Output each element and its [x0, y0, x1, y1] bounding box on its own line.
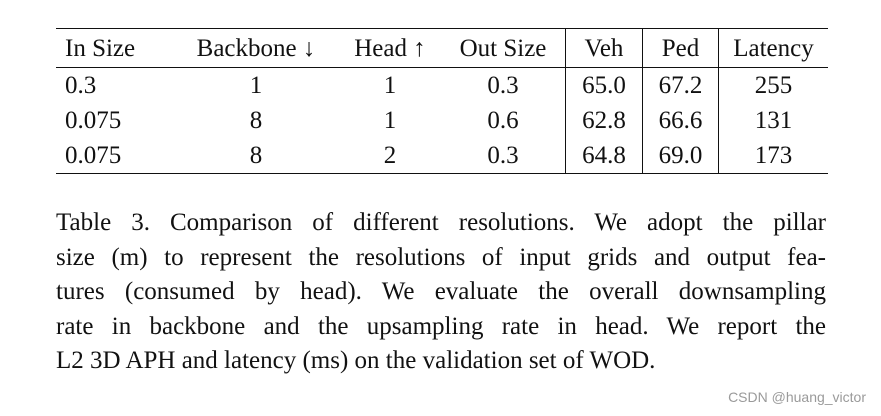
cell-out-size: 0.3	[487, 72, 519, 99]
table-header-row: In Size Backbone ↓ Head ↑ Out Size Veh P…	[56, 28, 828, 68]
cell-ped: 66.6	[642, 103, 719, 138]
header-ped: Ped	[642, 28, 719, 68]
table-row: 0.075 8 2 0.3 64.8 69.0 173	[56, 138, 828, 174]
cell-backbone: 1	[249, 72, 263, 99]
header-head: Head ↑	[354, 34, 426, 62]
cell-latency: 173	[718, 138, 828, 174]
cell-in-size: 0.075	[65, 142, 122, 169]
header-veh: Veh	[565, 28, 643, 68]
table-caption: Table 3. Comparison of different resolut…	[56, 206, 826, 379]
cell-head: 1	[383, 107, 397, 134]
caption-line: size (m) to represent the resolutions of…	[56, 243, 826, 271]
resolution-comparison-table: In Size Backbone ↓ Head ↑ Out Size Veh P…	[56, 28, 828, 174]
header-latency: Latency	[718, 28, 828, 68]
header-in-size: In Size	[65, 34, 136, 62]
caption-line: tures (consumed by head). We evaluate th…	[56, 278, 826, 305]
cell-backbone: 8	[249, 107, 263, 134]
cell-head: 1	[383, 72, 397, 99]
cell-out-size: 0.6	[487, 107, 519, 134]
caption-line: Table 3. Comparison of different resolut…	[56, 209, 826, 236]
cell-veh: 62.8	[565, 103, 643, 138]
cell-ped: 69.0	[642, 138, 719, 174]
cell-veh: 65.0	[565, 67, 643, 103]
cell-veh: 64.8	[565, 138, 643, 174]
cell-latency: 255	[718, 67, 828, 103]
cell-backbone: 8	[249, 142, 263, 169]
watermark: CSDN @huang_victor	[728, 389, 866, 405]
caption-line: L2 3D APH and latency (ms) on the valida…	[56, 347, 656, 374]
cell-head: 2	[383, 142, 397, 169]
cell-in-size: 0.3	[65, 72, 97, 99]
cell-latency: 131	[718, 103, 828, 138]
cell-ped: 67.2	[642, 67, 719, 103]
table-row: 0.3 1 1 0.3 65.0 67.2 255	[56, 67, 828, 103]
cell-out-size: 0.3	[487, 142, 519, 169]
header-out-size: Out Size	[459, 34, 547, 62]
cell-in-size: 0.075	[65, 107, 122, 134]
table-row: 0.075 8 1 0.6 62.8 66.6 131	[56, 103, 828, 138]
header-backbone: Backbone ↓	[196, 34, 316, 62]
caption-line: rate in backbone and the upsampling rate…	[56, 312, 826, 340]
results-table-container: In Size Backbone ↓ Head ↑ Out Size Veh P…	[56, 28, 828, 174]
